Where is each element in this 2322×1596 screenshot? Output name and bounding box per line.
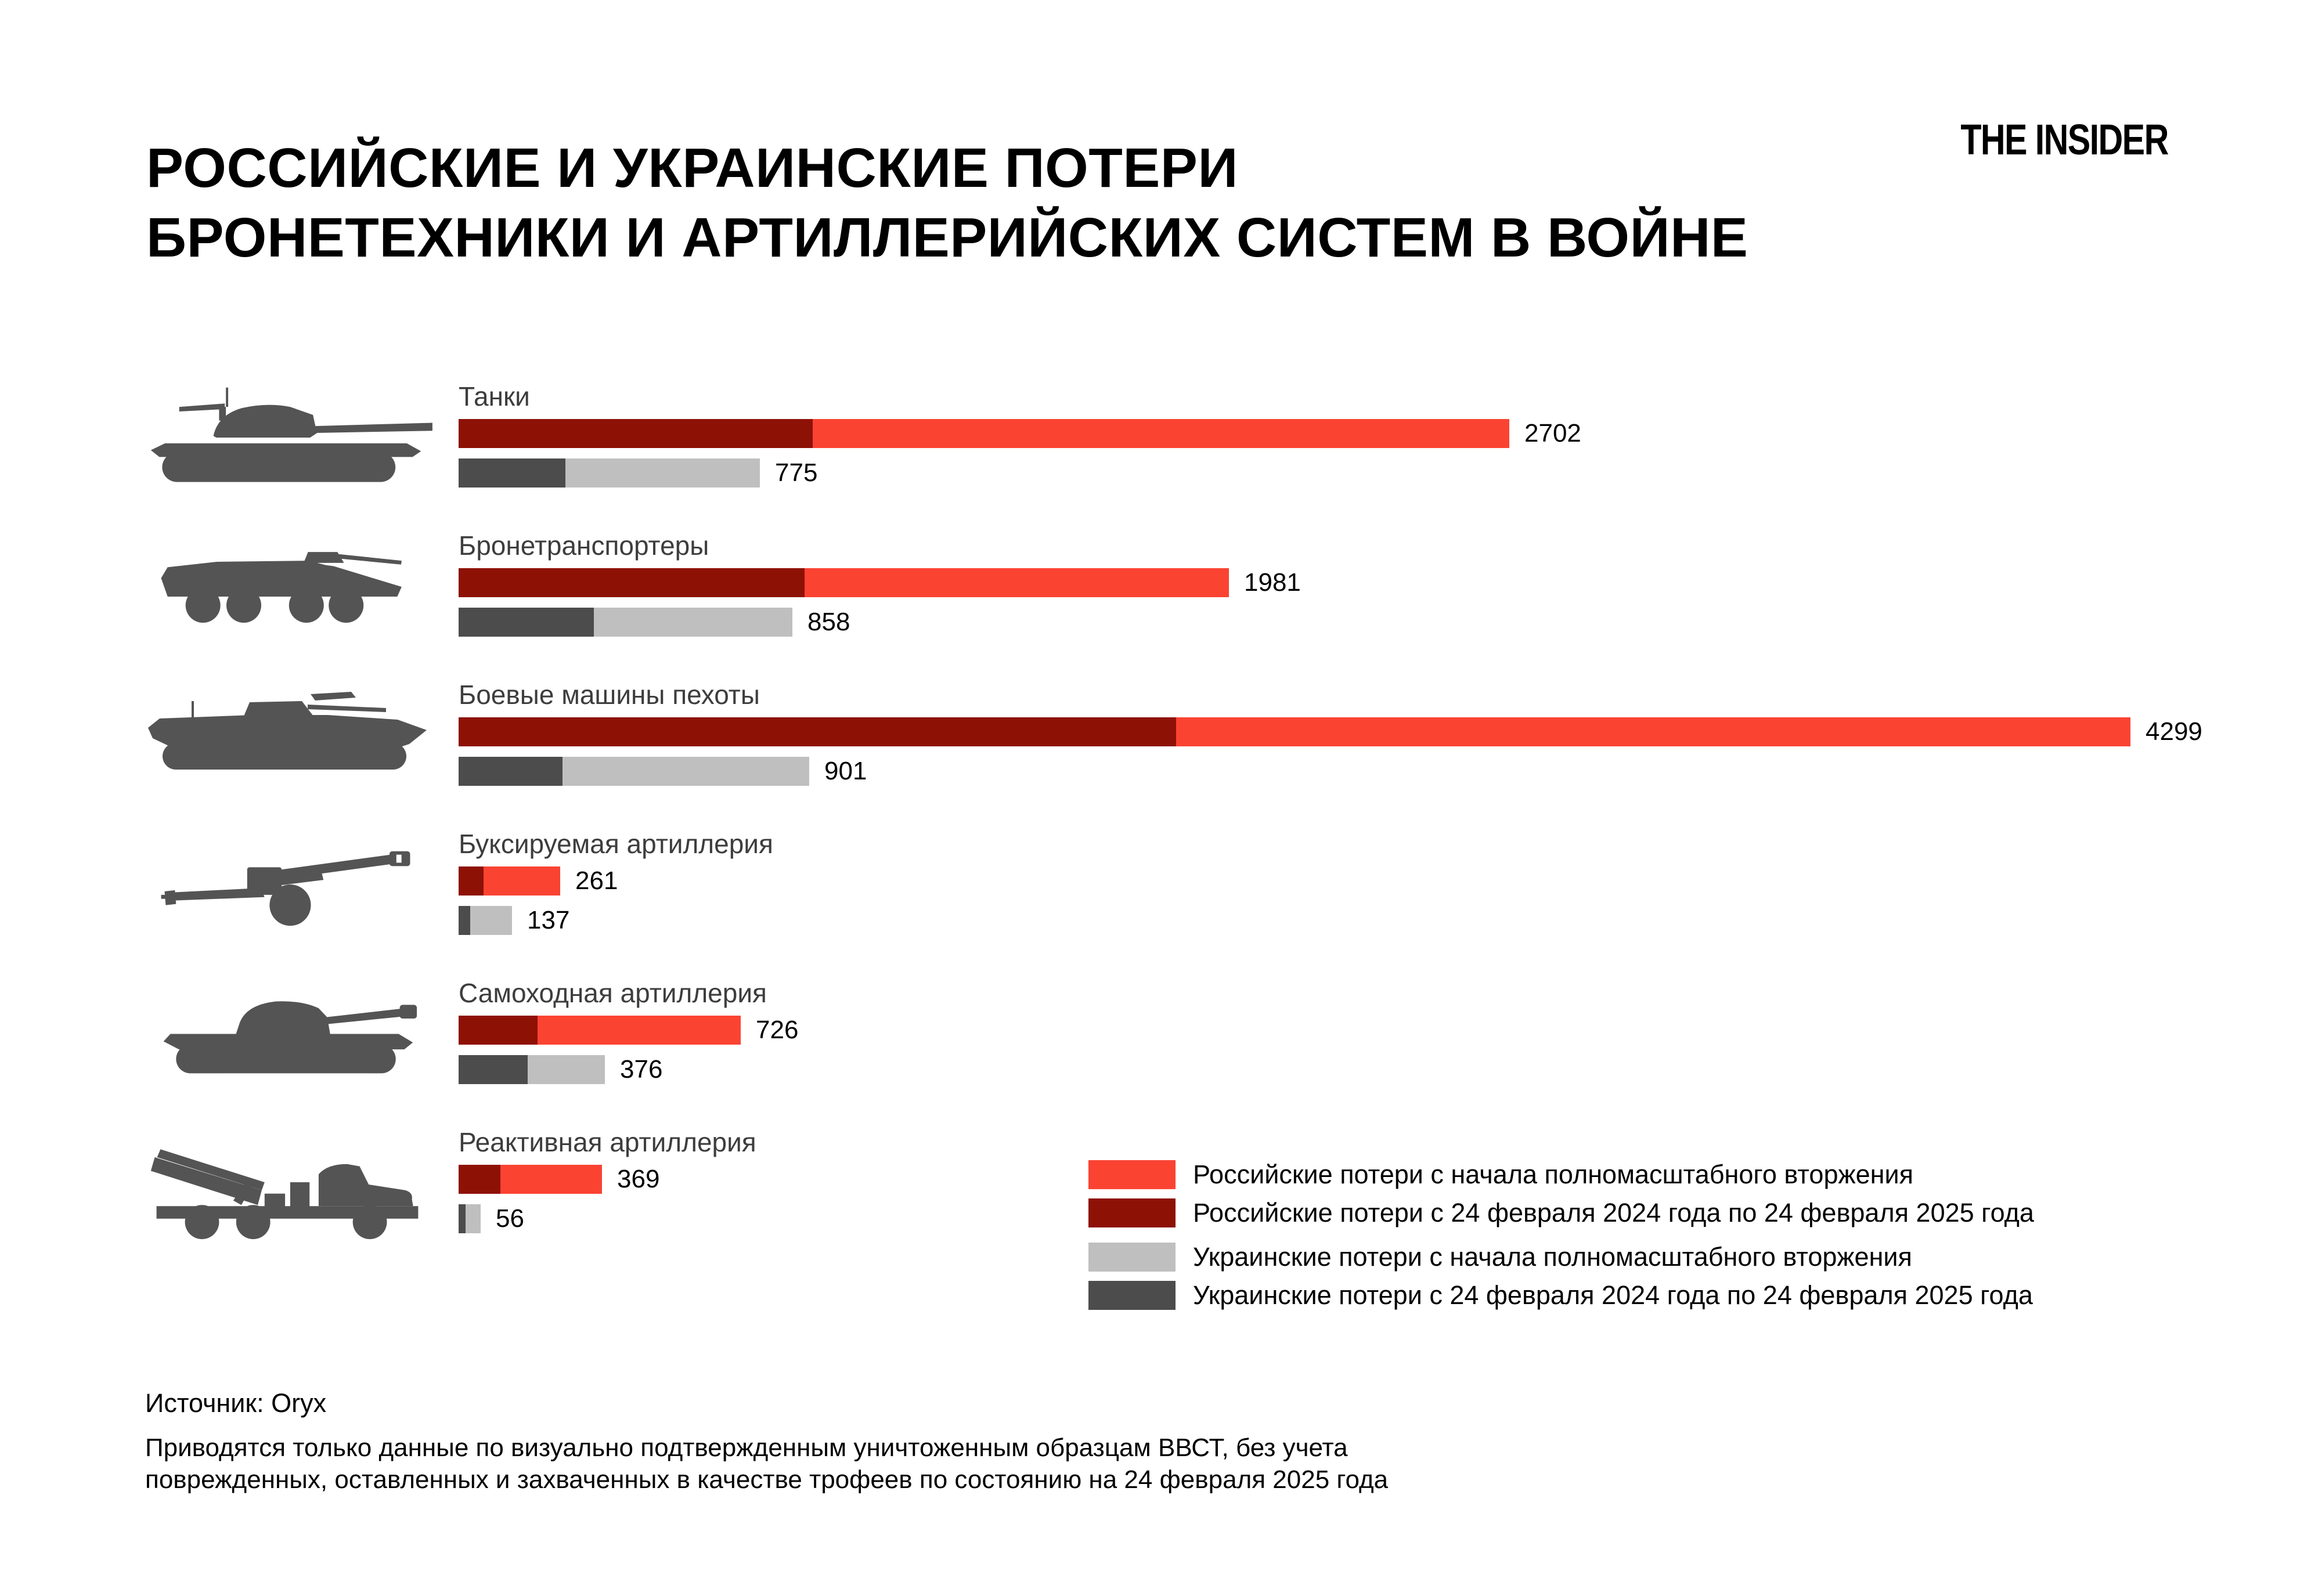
ukrainian-bar-line: 56	[459, 1204, 524, 1233]
ukrainian-bar	[459, 1204, 481, 1233]
legend-label: Украинские потери с начала полномасштабн…	[1193, 1242, 1912, 1272]
chart-row-apc: Бронетранспортеры 1981 858	[0, 515, 2322, 664]
ukrainian-bar	[459, 906, 512, 935]
russian-bar-line: 369	[459, 1165, 659, 1194]
tank-icon	[134, 373, 441, 505]
chart-row-tanks: Танки 2702 775	[0, 366, 2322, 515]
legend-item-russian-total: Российские потери с начала полномасштабн…	[1088, 1160, 2034, 1190]
ukrainian-total-swatch	[1088, 1243, 1176, 1272]
chart-row-ifv: Боевые машины пехоты 4299 901	[0, 664, 2322, 813]
russian-bar	[459, 1165, 602, 1194]
ukrainian-bar	[459, 458, 760, 488]
russian-period-segment	[459, 717, 1177, 746]
legend-item-ukrainian-period: Украинские потери с 24 февраля 2024 года…	[1088, 1280, 2034, 1310]
russian-period-segment	[459, 419, 813, 448]
chart-row-self-propelled-artillery: Самоходная артиллерия 726 376	[0, 962, 2322, 1111]
ukrainian-bar-line: 901	[459, 757, 867, 786]
legend-label: Российские потери с 24 февраля 2024 года…	[1193, 1198, 2034, 1227]
ukrainian-bar	[459, 608, 792, 637]
ukrainian-period-segment	[459, 757, 563, 786]
ukrainian-total-value: 901	[824, 757, 867, 785]
ukrainian-bar-line: 775	[459, 458, 817, 488]
russian-bar	[459, 717, 2130, 746]
page-title: РОССИЙСКИЕ И УКРАИНСКИЕ ПОТЕРИ БРОНЕТЕХН…	[146, 133, 1748, 273]
russian-total-swatch	[1088, 1160, 1176, 1189]
mlrs-icon	[134, 1118, 441, 1251]
ukrainian-bar-line: 858	[459, 608, 850, 637]
ukrainian-total-value: 137	[527, 906, 570, 934]
russian-period-swatch	[1088, 1198, 1176, 1227]
ukrainian-bar-line: 376	[459, 1055, 662, 1084]
category-label: Танки	[459, 381, 530, 411]
russian-period-segment	[459, 866, 484, 896]
ifv-icon	[134, 671, 441, 803]
russian-total-value: 261	[575, 866, 618, 895]
category-label: Реактивная артиллерия	[459, 1127, 756, 1157]
russian-total-value: 2702	[1524, 419, 1581, 447]
apc-icon	[134, 522, 441, 654]
category-label: Буксируемая артиллерия	[459, 829, 773, 859]
russian-bar	[459, 568, 1229, 597]
russian-total-value: 369	[617, 1165, 660, 1193]
russian-period-segment	[459, 568, 805, 597]
self-propelled-artillery-icon	[134, 969, 441, 1102]
methodology-note-line1: Приводятся только данные по визуально по…	[145, 1433, 1348, 1462]
russian-bar-line: 2702	[459, 419, 1581, 448]
ukrainian-bar	[459, 1055, 605, 1084]
ukrainian-bar	[459, 757, 809, 786]
russian-period-segment	[459, 1016, 538, 1045]
legend-item-russian-period: Российские потери с 24 февраля 2024 года…	[1088, 1198, 2034, 1228]
category-label: Бронетранспортеры	[459, 530, 709, 561]
russian-total-value: 726	[756, 1016, 799, 1044]
source-note: Источник: Oryx	[145, 1388, 327, 1418]
ukrainian-total-value: 775	[775, 458, 818, 487]
category-label: Боевые машины пехоты	[459, 680, 760, 710]
towed-artillery-icon	[134, 820, 441, 952]
russian-total-value: 4299	[2146, 717, 2202, 746]
footer: Источник: Oryx Приводятся только данные …	[145, 1388, 1596, 1496]
ukrainian-total-value: 858	[807, 608, 850, 636]
russian-bar-line: 726	[459, 1016, 798, 1045]
methodology-note: Приводятся только данные по визуально по…	[145, 1432, 1596, 1496]
russian-total-value: 1981	[1244, 568, 1301, 597]
the-insider-logo: THE INSIDER	[1960, 115, 2169, 164]
page-title-line2: БРОНЕТЕХНИКИ И АРТИЛЛЕРИЙСКИХ СИСТЕМ В В…	[146, 207, 1748, 269]
legend-label: Российские потери с начала полномасштабн…	[1193, 1160, 1913, 1189]
ukrainian-total-value: 56	[496, 1204, 524, 1233]
methodology-note-line2: поврежденных, оставленных и захваченных …	[145, 1465, 1389, 1494]
category-label: Самоходная артиллерия	[459, 978, 767, 1008]
russian-period-segment	[459, 1165, 501, 1194]
ukrainian-bar-line: 137	[459, 906, 569, 935]
legend-item-ukrainian-total: Украинские потери с начала полномасштабн…	[1088, 1242, 2034, 1272]
russian-bar-line: 1981	[459, 568, 1301, 597]
chart-row-rocket-artillery: Реактивная артиллерия 369 56	[0, 1111, 2322, 1261]
ukrainian-period-segment	[459, 608, 594, 637]
page-title-line1: РОССИЙСКИЕ И УКРАИНСКИЕ ПОТЕРИ	[146, 137, 1238, 199]
russian-bar	[459, 866, 560, 896]
ukrainian-period-segment	[459, 458, 566, 488]
ukrainian-period-segment	[459, 1204, 466, 1233]
ukrainian-total-value: 376	[620, 1055, 663, 1084]
legend: Российские потери с начала полномасштабн…	[1088, 1160, 2034, 1319]
ukrainian-period-segment	[459, 1055, 528, 1084]
legend-label: Украинские потери с 24 февраля 2024 года…	[1193, 1280, 2033, 1310]
russian-bar	[459, 419, 1509, 448]
russian-bar	[459, 1016, 741, 1045]
chart: Танки 2702 775	[0, 366, 2322, 1261]
ukrainian-period-segment	[459, 906, 471, 935]
russian-bar-line: 4299	[459, 717, 2202, 746]
ukrainian-period-swatch	[1088, 1281, 1176, 1310]
russian-bar-line: 261	[459, 866, 618, 896]
chart-row-towed-artillery: Буксируемая артиллерия 261 137	[0, 813, 2322, 962]
